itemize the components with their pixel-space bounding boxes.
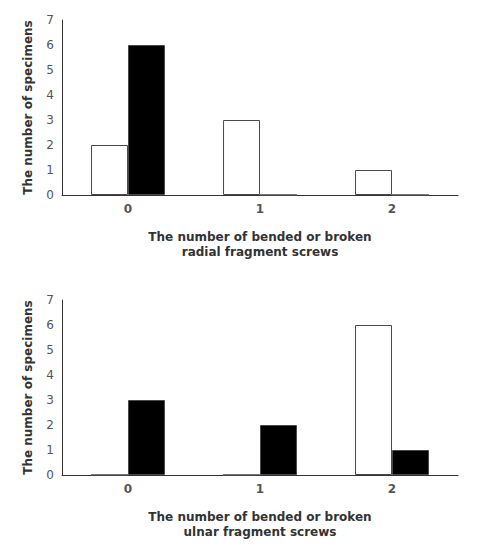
svg-text:The number of bended or broken: The number of bended or broken <box>148 510 371 524</box>
svg-text:1: 1 <box>46 163 54 177</box>
svg-text:3: 3 <box>46 113 54 127</box>
svg-text:6: 6 <box>46 318 54 332</box>
svg-text:1: 1 <box>46 443 54 457</box>
svg-text:2: 2 <box>46 138 54 152</box>
svg-text:5: 5 <box>46 343 54 357</box>
svg-text:The number of specimens: The number of specimens <box>21 300 35 475</box>
svg-text:7: 7 <box>46 13 54 27</box>
svg-text:2: 2 <box>46 418 54 432</box>
svg-text:radial fragment screws: radial fragment screws <box>182 245 339 259</box>
svg-text:2: 2 <box>388 202 396 216</box>
svg-text:0: 0 <box>46 468 54 482</box>
svg-text:ulnar fragment screws: ulnar fragment screws <box>184 525 337 539</box>
svg-text:4: 4 <box>46 88 54 102</box>
svg-text:The number of bended or broken: The number of bended or broken <box>148 230 371 244</box>
svg-text:2: 2 <box>388 482 396 496</box>
svg-text:3: 3 <box>46 393 54 407</box>
svg-text:6: 6 <box>46 38 54 52</box>
svg-text:1: 1 <box>256 482 264 496</box>
svg-text:0: 0 <box>124 482 132 496</box>
svg-text:The number of specimens: The number of specimens <box>21 20 35 195</box>
svg-text:1: 1 <box>256 202 264 216</box>
svg-text:0: 0 <box>46 188 54 202</box>
svg-text:5: 5 <box>46 63 54 77</box>
svg-text:4: 4 <box>46 368 54 382</box>
svg-text:7: 7 <box>46 293 54 307</box>
svg-text:0: 0 <box>124 202 132 216</box>
